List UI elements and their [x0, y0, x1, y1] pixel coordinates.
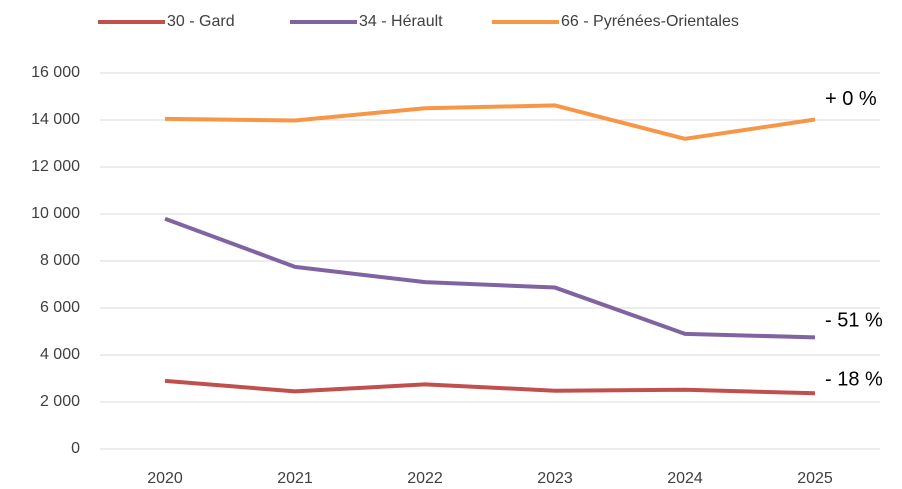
series-line — [164, 378, 816, 396]
y-tick-label: 2 000 — [40, 393, 80, 410]
legend-label: 34 - Hérault — [359, 13, 443, 30]
y-tick-label: 14 000 — [31, 111, 80, 128]
x-tick-label: 2022 — [407, 470, 443, 487]
x-tick-label: 2025 — [797, 470, 833, 487]
y-tick-label: 6 000 — [40, 299, 80, 316]
series-line — [164, 216, 816, 340]
x-tick-label: 2024 — [667, 470, 703, 487]
x-tick-label: 2020 — [147, 470, 183, 487]
y-tick-label: 10 000 — [31, 205, 80, 222]
y-tick-label: 0 — [71, 440, 80, 457]
x-tick-label: 2021 — [277, 470, 313, 487]
end-label: + 0 % — [825, 88, 877, 110]
y-tick-label: 4 000 — [40, 346, 80, 363]
end-label: - 51 % — [825, 310, 883, 332]
x-tick-label: 2023 — [537, 470, 573, 487]
y-tick-label: 12 000 — [31, 158, 80, 175]
legend-label: 66 - Pyrénées-Orientales — [561, 13, 739, 30]
series-line — [164, 103, 816, 141]
legend-label: 30 - Gard — [167, 13, 235, 30]
y-tick-label: 8 000 — [40, 252, 80, 269]
end-label: - 18 % — [825, 369, 883, 391]
y-tick-label: 16 000 — [31, 64, 80, 81]
